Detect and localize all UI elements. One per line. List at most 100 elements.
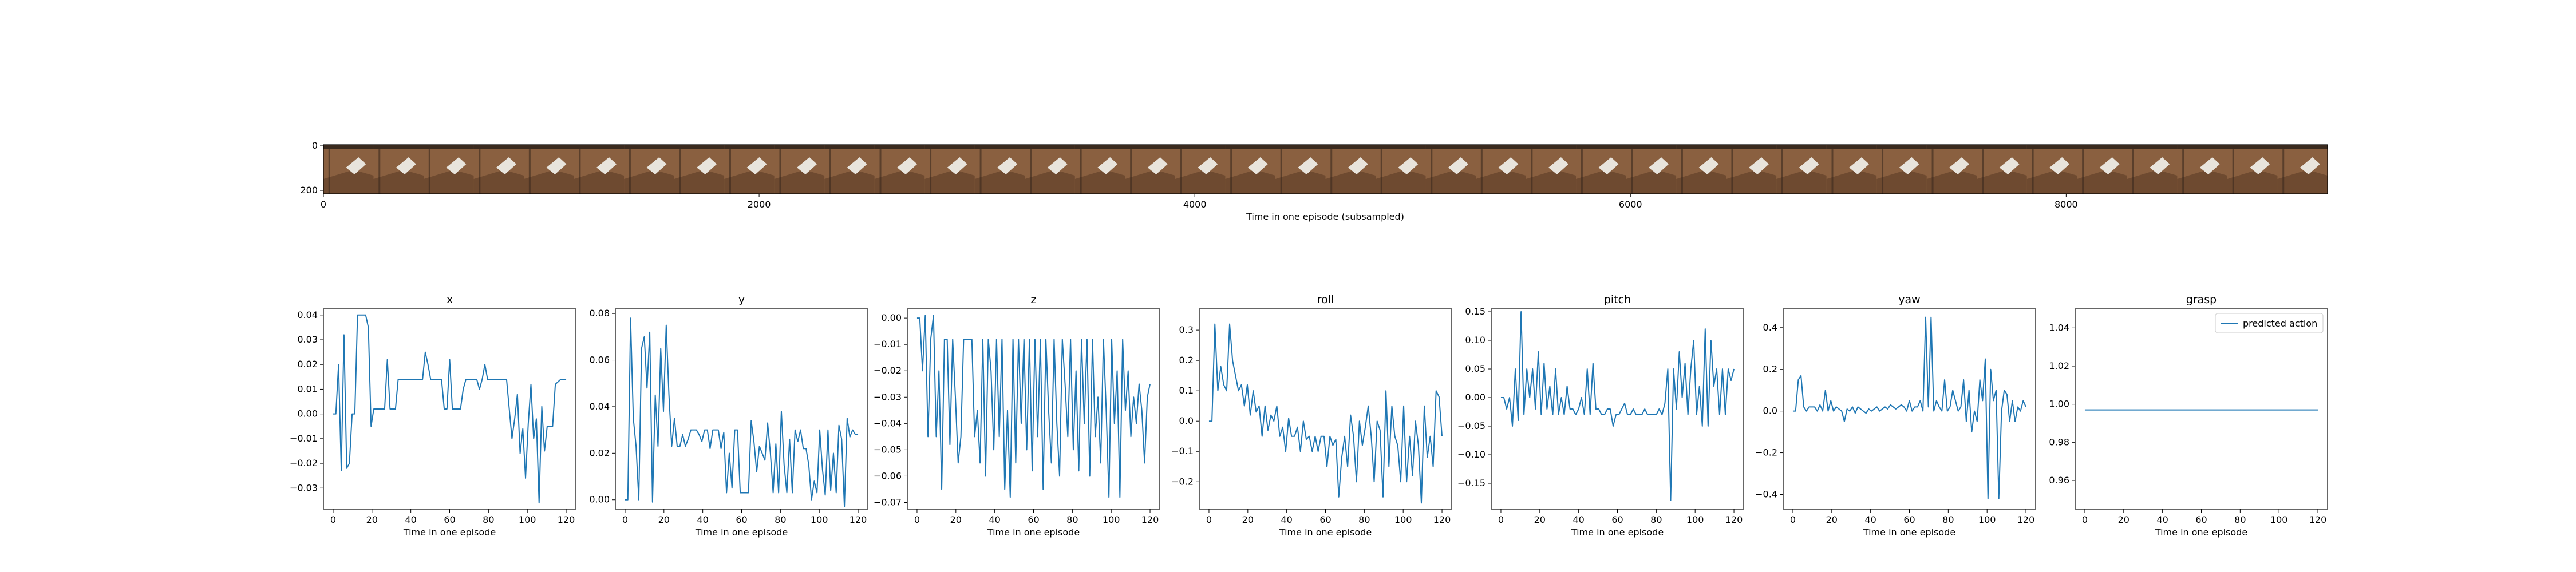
strip-frame [874, 145, 925, 194]
x-tick-label: 80 [1066, 514, 1078, 525]
y-tick-label: 0.00 [1465, 392, 1485, 403]
x-tick-label: 60 [1319, 514, 1331, 525]
strip-frame [1526, 145, 1577, 194]
y-tick-label: −0.06 [874, 470, 902, 481]
subplot-roll: roll 0 20 40 60 80 100 120 −0.2 −0.1 0.0 0.1 0.2 0.3 T… [1171, 293, 1452, 538]
x-tick-label: 0 [622, 514, 628, 525]
y-tick-label: 0.00 [297, 408, 318, 419]
y-tick-label: 0.98 [2049, 436, 2069, 447]
y-tick-label: −0.2 [1755, 447, 1777, 458]
strip-y-tick-label: 200 [300, 185, 318, 196]
x-tick-label: 100 [811, 514, 828, 525]
x-tick-label: 60 [1903, 514, 1915, 525]
strip-frame [1275, 145, 1326, 194]
x-tick-label: 20 [1242, 514, 1254, 525]
subplot-title: z [1031, 293, 1037, 306]
x-tick-label: 0 [1790, 514, 1796, 525]
x-tick-label: 20 [1534, 514, 1546, 525]
strip-frame [1826, 145, 1877, 194]
x-tick-label: 20 [2118, 514, 2129, 525]
x-tick-label: 80 [2234, 514, 2246, 525]
series-line [1500, 311, 1735, 501]
strip-frame [1926, 145, 1977, 194]
action-subplots: x0 20 40 60 80 100 120−0.03−0.02−0.010.000.010… [290, 293, 2328, 538]
x-axis-label: Time in one episode [987, 527, 1080, 538]
y-tick-label: 0.01 [297, 383, 318, 394]
y-tick-label: −0.05 [1457, 420, 1485, 431]
y-tick-label: 0.04 [297, 309, 318, 320]
y-tick-label: −0.15 [1457, 478, 1485, 488]
y-tick-label: 0.4 [1763, 322, 1777, 333]
x-tick-label: 100 [1978, 514, 1996, 525]
y-tick-label: −0.05 [874, 444, 902, 455]
x-tick-label: 120 [850, 514, 867, 525]
y-tick-label: 0.10 [1465, 335, 1485, 345]
strip-frame [1776, 145, 1827, 194]
y-tick-label: −0.03 [290, 482, 318, 493]
strip-frame [524, 145, 575, 194]
strip-frame [1325, 145, 1376, 194]
strip-frame [1476, 145, 1527, 194]
subplot-x: x 0 20 40 60 80 100 120 −0.03 −0.02 −0.01 0.00 0.01 0… [290, 293, 576, 538]
x-axis-label: Time in one episode [1571, 527, 1664, 538]
x-tick-label: 20 [658, 514, 670, 525]
y-tick-label: 0.05 [1465, 363, 1485, 374]
x-tick-label: 100 [1394, 514, 1412, 525]
x-tick-label: 100 [2270, 514, 2288, 525]
strip-frame [373, 145, 424, 194]
y-tick-label: −0.01 [874, 339, 902, 349]
strip-frame [674, 145, 725, 194]
strip-frame [1225, 145, 1276, 194]
y-tick-label: 0.02 [297, 359, 318, 370]
subplot-title: x [447, 293, 453, 306]
y-tick-label: 1.02 [2049, 360, 2069, 371]
strip-frame [2026, 145, 2077, 194]
subplot-grasp: grasp 0 20 40 60 80 100 120 0.96 0.98 1.00 1.02 1.04… [2049, 293, 2328, 538]
strip-frame [1025, 145, 1076, 194]
y-tick-label: 1.04 [2049, 322, 2069, 333]
y-tick-label: −0.02 [290, 458, 318, 468]
strip-frame [1977, 145, 2028, 194]
x-tick-label: 80 [1942, 514, 1954, 525]
y-tick-label: 0.04 [589, 401, 610, 412]
subplot-z: z 0 20 40 60 80 100 120 −0.07 −0.06 −0.05 −0.04 −0.0… [874, 293, 1160, 538]
strip-frame [1876, 145, 1927, 194]
y-tick-label: 0.00 [881, 312, 902, 323]
legend-label: predicted action [2243, 318, 2317, 329]
y-tick-label: −0.4 [1755, 488, 1777, 499]
x-tick-label: 120 [2309, 514, 2327, 525]
subplot-title: roll [1317, 293, 1334, 306]
x-tick-label: 0 [2082, 514, 2088, 525]
y-tick-label: 0.2 [1763, 364, 1777, 375]
x-tick-label: 80 [1358, 514, 1370, 525]
subplot-frame [2075, 308, 2328, 510]
x-axis-label: Time in one episode [403, 527, 496, 538]
x-tick-label: 40 [1281, 514, 1292, 525]
strip-frame [1125, 145, 1176, 194]
strip-frame [774, 145, 825, 194]
x-tick-label: 100 [1103, 514, 1120, 525]
y-tick-label: −0.02 [874, 365, 902, 376]
x-tick-label: 60 [444, 514, 455, 525]
y-tick-label: −0.04 [874, 418, 902, 428]
x-tick-label: 40 [405, 514, 416, 525]
strip-y-tick-label: 0 [312, 140, 318, 151]
y-tick-label: 0.02 [589, 447, 610, 458]
strip-frame [974, 145, 1025, 194]
series-line [1208, 323, 1443, 504]
y-tick-label: 0.0 [1763, 406, 1777, 416]
x-tick-label: 0 [330, 514, 336, 525]
subplot-y: y 0 20 40 60 80 100 120 0.00 0.02 0.04 0.06 0.08 Time… [589, 293, 868, 538]
strip-frame [323, 145, 374, 194]
strip-frame [924, 145, 975, 194]
strip-frame [624, 145, 675, 194]
y-tick-label: −0.03 [874, 391, 902, 402]
y-tick-label: 0.00 [589, 494, 610, 505]
x-tick-label: 40 [1864, 514, 1876, 525]
series-line [916, 315, 1151, 498]
x-tick-label: 40 [1573, 514, 1584, 525]
y-tick-label: 0.2 [1179, 355, 1194, 366]
strip-frame [424, 145, 475, 194]
x-tick-label: 60 [1611, 514, 1623, 525]
